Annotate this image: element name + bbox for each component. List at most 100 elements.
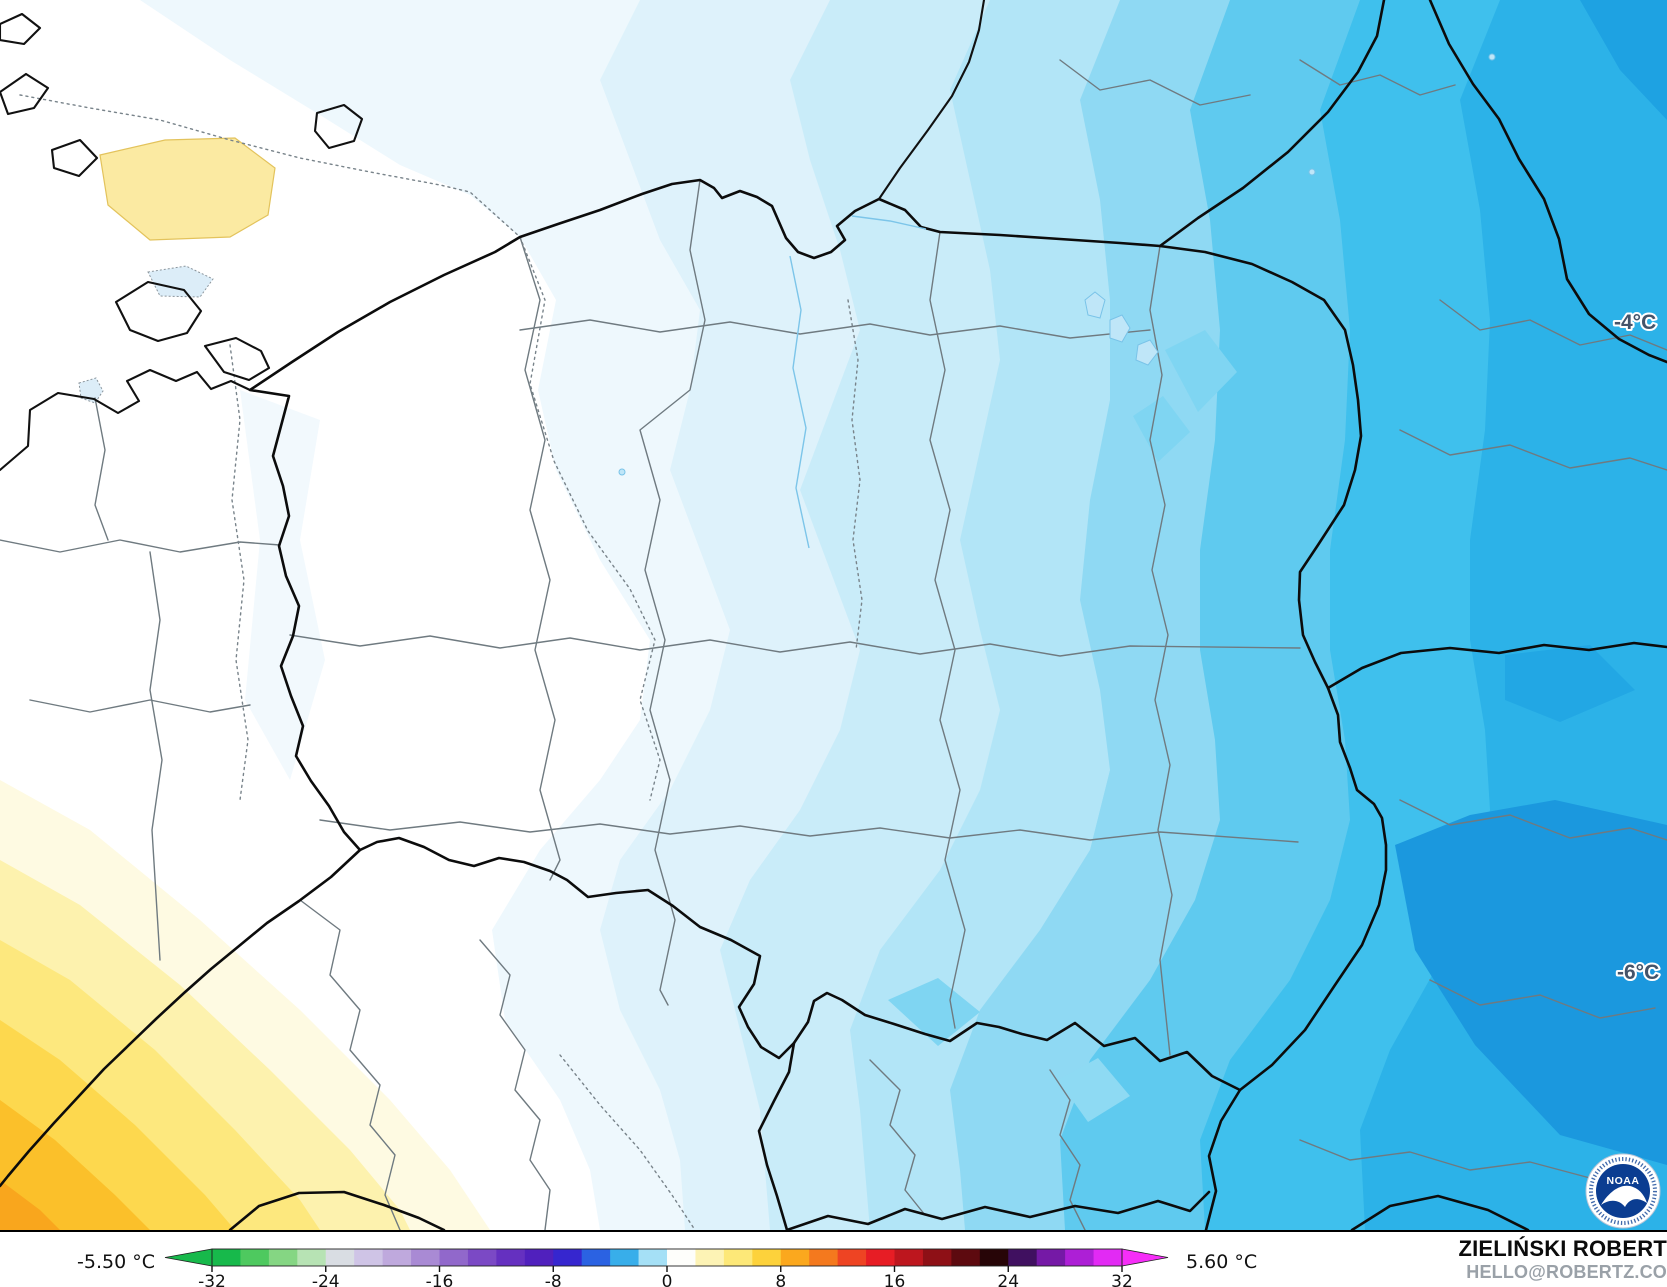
szczecin-lagoon bbox=[147, 265, 214, 298]
colorbar-block bbox=[240, 1249, 270, 1266]
ukraine-slovakia-border bbox=[1204, 1088, 1242, 1230]
light-pocket-4 bbox=[1058, 1058, 1130, 1122]
cold-patch-southeast bbox=[1395, 800, 1667, 1165]
usedom-wolin bbox=[203, 336, 271, 382]
warm-band-6 bbox=[0, 1180, 60, 1230]
ruegen-island bbox=[114, 280, 203, 343]
lithuania-belarus-border bbox=[1428, 0, 1667, 364]
colorbar-tick-label: 8 bbox=[775, 1272, 786, 1287]
colorbar-block bbox=[1008, 1249, 1038, 1266]
noaa-seagull-icon bbox=[1601, 1185, 1647, 1207]
light-pockets bbox=[888, 330, 1237, 1122]
credits: ZIELIŃSKI ROBERT HELLO@ROBERTZ.CO bbox=[1458, 1236, 1667, 1282]
colorbar-block bbox=[667, 1249, 697, 1266]
masurian-lake-1 bbox=[1084, 291, 1106, 319]
hungary-ukraine-border bbox=[1350, 1194, 1530, 1230]
colorbar-block bbox=[809, 1249, 839, 1266]
colorbar-tick-label: 32 bbox=[1111, 1272, 1133, 1287]
light-pocket-3 bbox=[888, 978, 980, 1046]
country-borders bbox=[0, 0, 1667, 1230]
colorbar-min-value: -5.50 °C bbox=[77, 1251, 155, 1273]
colorbar-tick-label: 0 bbox=[662, 1272, 673, 1287]
warm-temperature-bands bbox=[0, 780, 490, 1230]
bornholm-island bbox=[313, 103, 364, 150]
dotted-boundaries bbox=[19, 94, 863, 1230]
colorbar-left-arrow bbox=[164, 1248, 213, 1267]
colorbar-block bbox=[212, 1249, 242, 1266]
small-lake-2 bbox=[1488, 53, 1496, 61]
credit-email: HELLO@ROBERTZ.CO bbox=[1466, 1261, 1667, 1282]
german-coast bbox=[0, 368, 252, 472]
light-pocket-1 bbox=[1165, 330, 1237, 412]
masurian-lake-3 bbox=[1135, 339, 1159, 366]
small-lake-1 bbox=[1308, 168, 1316, 176]
colorbar-block bbox=[382, 1249, 412, 1266]
colorbar-block bbox=[894, 1249, 924, 1266]
noaa-logo-ring-text bbox=[1589, 1157, 1657, 1225]
colorbar-block bbox=[467, 1249, 497, 1266]
colorbar-block bbox=[866, 1249, 896, 1266]
colorbar-block bbox=[1065, 1249, 1095, 1266]
colorbar-block bbox=[837, 1249, 867, 1266]
colorbar-block bbox=[752, 1249, 782, 1266]
colorbar-max-value: 5.60 °C bbox=[1186, 1251, 1258, 1273]
map-canvas: -4°C -6°C NOAA bbox=[0, 0, 1667, 1230]
temp-band-faint-strip bbox=[240, 390, 325, 780]
colorbar-block bbox=[553, 1249, 583, 1266]
colorbar-tick-label: -24 bbox=[312, 1272, 340, 1287]
czech-slovak-border bbox=[757, 1041, 796, 1230]
warm-patch-northwest bbox=[99, 137, 276, 241]
czech-german-border bbox=[0, 848, 362, 1188]
colorbar-block bbox=[610, 1249, 640, 1266]
warm-band-5 bbox=[0, 1100, 150, 1230]
colorbar-tick-label: -8 bbox=[545, 1272, 562, 1287]
danish-islands bbox=[0, 12, 99, 178]
temperature-colorbar: -32 -24 -16 -8 0 8 16 24 32 bbox=[164, 1248, 1169, 1287]
colorbar-tick-label: -16 bbox=[426, 1272, 454, 1287]
colorbar-block bbox=[581, 1249, 611, 1266]
map-temp-labels: -4°C -6°C bbox=[1612, 309, 1661, 986]
colorbar-block bbox=[325, 1249, 355, 1266]
light-pocket-2 bbox=[1133, 396, 1190, 462]
colorbar-block bbox=[268, 1249, 298, 1266]
colorbar-tick-label: 16 bbox=[884, 1272, 906, 1287]
credit-name: ZIELIŃSKI ROBERT bbox=[1458, 1236, 1667, 1261]
lithuania-russia-border bbox=[1158, 0, 1386, 248]
colorbar-footer: -32 -24 -16 -8 0 8 16 24 32 -5.50 °C 5.60 °C ZIE… bbox=[0, 1230, 1667, 1287]
colorbar-tick-label: -32 bbox=[198, 1272, 226, 1287]
colorbar-block bbox=[496, 1249, 526, 1266]
masurian-lake-2 bbox=[1109, 314, 1131, 343]
vistula-river bbox=[789, 255, 810, 549]
temp-label-minus6: -6°C bbox=[1617, 961, 1659, 984]
hel-sambia-coast bbox=[877, 0, 986, 201]
belarus-ukraine-border bbox=[1326, 641, 1667, 690]
vistula-lagoon bbox=[851, 215, 927, 230]
colorbar-block bbox=[439, 1249, 469, 1266]
temp-label-minus4: -4°C bbox=[1614, 311, 1656, 334]
colorbar-block bbox=[1036, 1249, 1066, 1266]
colorbar-block bbox=[411, 1249, 441, 1266]
cold-patch-mid-right bbox=[1505, 645, 1635, 722]
colorbar-block bbox=[297, 1249, 327, 1266]
noaa-logo-label: NOAA bbox=[1607, 1175, 1640, 1187]
colorbar-block bbox=[723, 1249, 753, 1266]
colorbar-block bbox=[922, 1249, 952, 1266]
slovak-hungary-border bbox=[785, 1190, 1211, 1230]
coldest-patches bbox=[1395, 0, 1667, 1165]
colorbar-block bbox=[1093, 1249, 1123, 1266]
colorbar-block bbox=[524, 1249, 554, 1266]
colorbar-tick-label: 24 bbox=[997, 1272, 1019, 1287]
small-lake-3 bbox=[618, 468, 626, 476]
colorbar-block bbox=[979, 1249, 1009, 1266]
colorbar-block bbox=[695, 1249, 725, 1266]
colorbar-block bbox=[951, 1249, 981, 1266]
temperature-map: -4°C -6°C NOAA bbox=[0, 0, 1667, 1230]
water-features bbox=[618, 53, 1496, 549]
czech-austria-border bbox=[228, 1190, 446, 1230]
colorbar-block bbox=[780, 1249, 810, 1266]
noaa-logo: NOAA bbox=[1585, 1153, 1661, 1229]
region-borders bbox=[0, 59, 1667, 1230]
colorbar-block bbox=[354, 1249, 384, 1266]
cold-patch-ne-corner bbox=[1580, 0, 1667, 120]
